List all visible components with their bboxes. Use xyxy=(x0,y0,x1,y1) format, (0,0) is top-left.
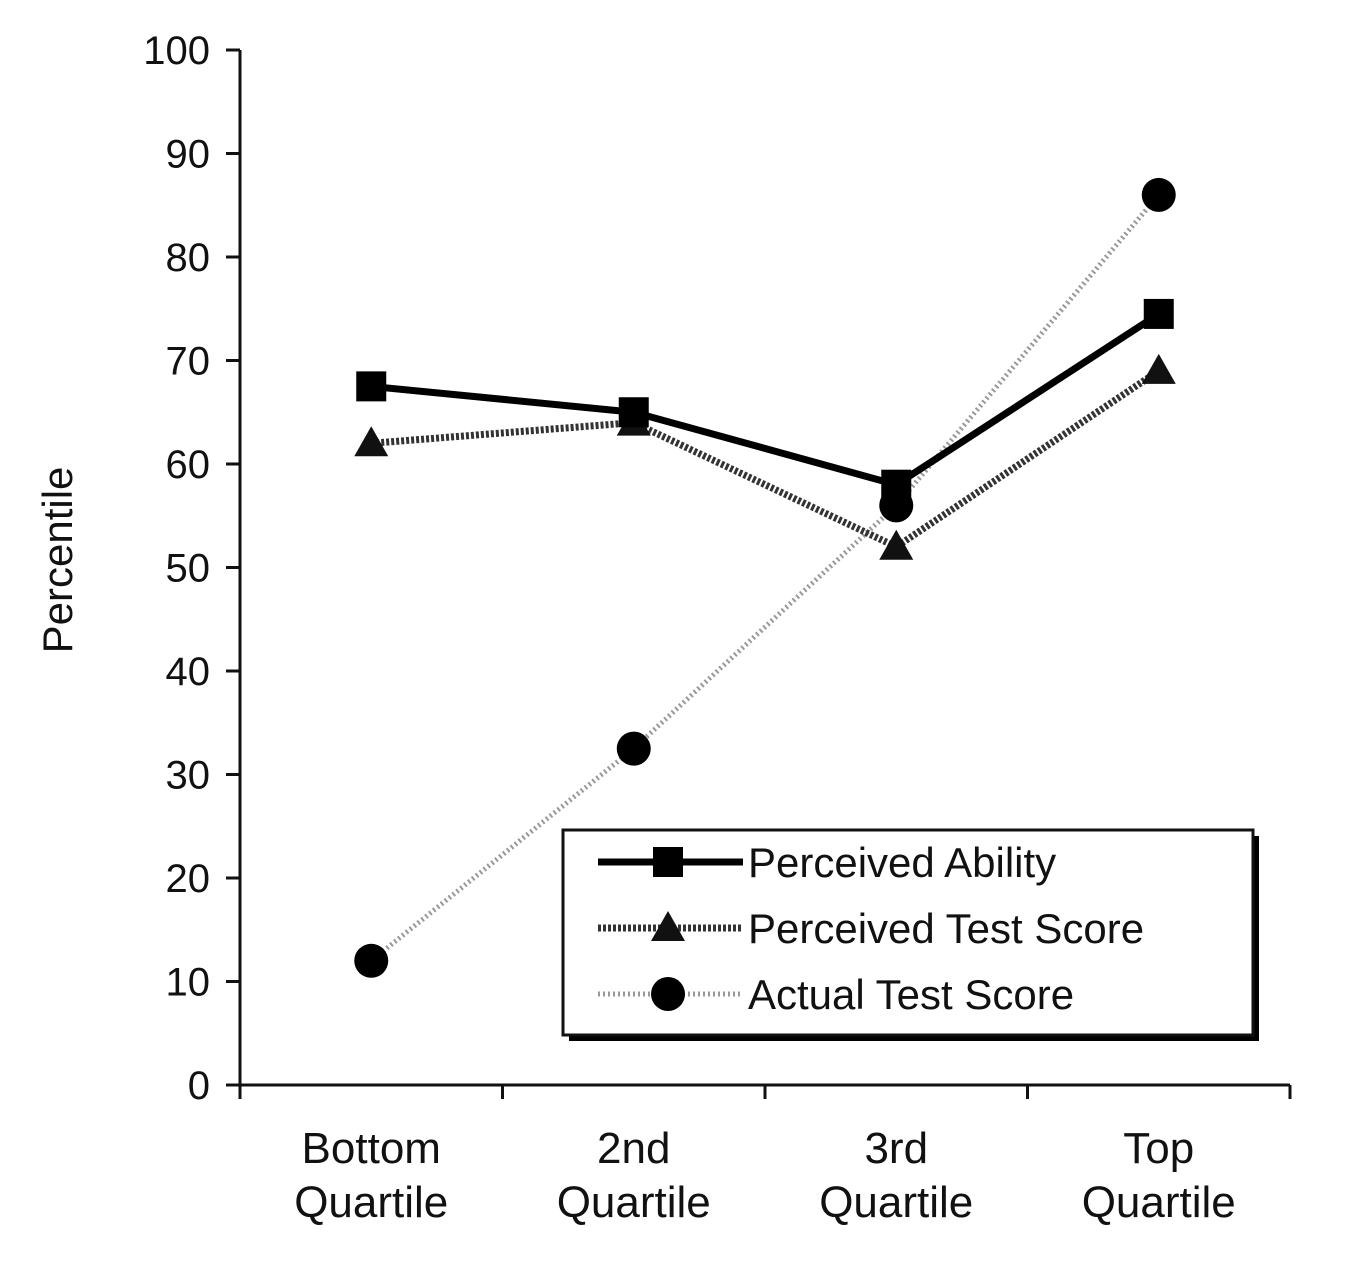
legend: Perceived Ability Perceived Test Score Act… xyxy=(561,828,1259,1041)
y-tick-label: 90 xyxy=(166,133,211,177)
axes: 0 10 20 30 40 50 60 70 80 90 100 Bottom Quartile 2nd Q… xyxy=(143,29,1292,1227)
y-tick-label: 10 xyxy=(166,961,211,1005)
legend-label: Perceived Ability xyxy=(748,839,1056,886)
y-tick-label: 20 xyxy=(166,857,211,901)
y-tick-label: 70 xyxy=(166,340,211,384)
x-tick-label: Top Quartile xyxy=(1082,1124,1236,1227)
series-perceived-ability xyxy=(356,298,1174,500)
x-tick-label: Bottom Quartile xyxy=(294,1124,448,1227)
legend-marker xyxy=(653,847,683,877)
legend-marker xyxy=(651,977,685,1011)
data-point xyxy=(356,371,387,402)
y-tick-label: 80 xyxy=(166,236,211,280)
y-tick-label: 100 xyxy=(143,29,210,73)
data-point xyxy=(1141,177,1176,212)
y-tick-label: 40 xyxy=(166,650,211,694)
legend-label: Perceived Test Score xyxy=(748,905,1144,952)
y-tick-label: 50 xyxy=(166,547,211,591)
x-tick-label: 2nd Quartile xyxy=(557,1124,711,1227)
data-point xyxy=(879,529,914,560)
data-point xyxy=(354,426,389,457)
y-axis-label: Percentile xyxy=(34,467,81,654)
legend-item: Actual Test Score xyxy=(598,971,1074,1018)
y-tick-label: 0 xyxy=(188,1064,210,1108)
y-tick-label: 30 xyxy=(166,754,211,798)
y-tick-label: 60 xyxy=(166,443,211,487)
series-line xyxy=(370,367,1161,551)
legend-label: Actual Test Score xyxy=(748,971,1074,1018)
series-group xyxy=(354,177,1176,978)
data-point xyxy=(1141,353,1176,384)
legend-marker xyxy=(651,911,685,941)
legend-item: Perceived Ability xyxy=(598,839,1056,886)
data-point xyxy=(881,469,912,500)
series-line xyxy=(369,193,1161,963)
data-point xyxy=(616,731,651,766)
legend-item: Perceived Test Score xyxy=(598,905,1144,952)
series-actual-test-score xyxy=(354,177,1176,978)
data-point xyxy=(354,943,389,978)
series-line xyxy=(370,310,1161,489)
data-point xyxy=(1143,298,1174,329)
x-tick-label: 3rd Quartile xyxy=(819,1124,973,1227)
data-point xyxy=(618,397,649,428)
